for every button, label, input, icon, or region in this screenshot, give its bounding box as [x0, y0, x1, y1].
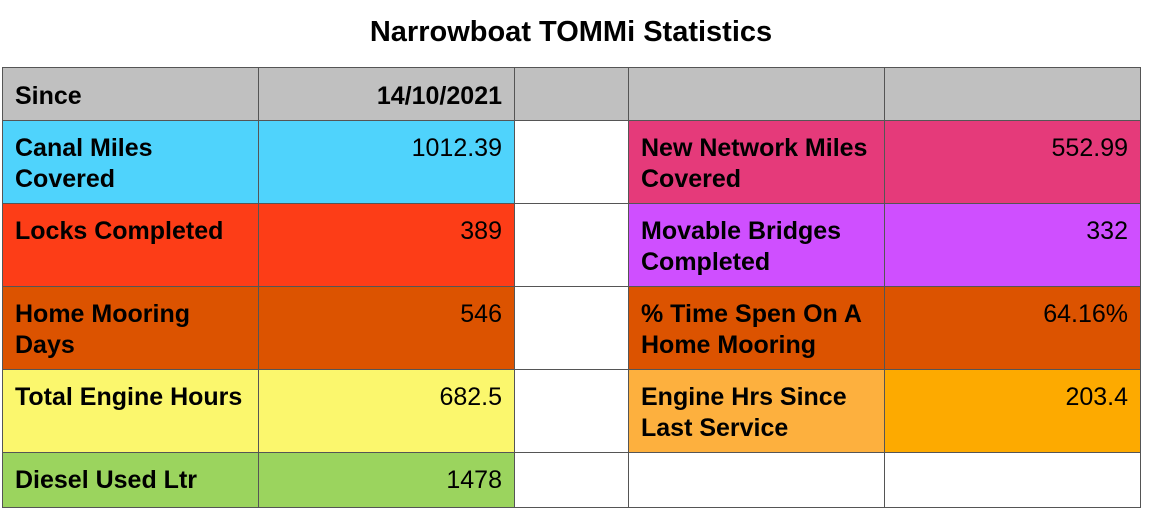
stat-value-home-mooring-days: 546 — [258, 286, 515, 370]
statistics-table: Since 14/10/2021 Canal Miles Covered 101… — [2, 67, 1141, 508]
table-row: Canal Miles Covered 1012.39 New Network … — [2, 120, 1141, 204]
stat-label-engine-hrs-since-service: Engine Hrs Since Last Service — [628, 369, 885, 453]
empty-cell — [628, 452, 885, 508]
header-empty-cell — [628, 67, 885, 121]
spacer-cell — [514, 120, 629, 204]
stat-label-diesel-used: Diesel Used Ltr — [2, 452, 259, 508]
spacer-cell — [514, 203, 629, 287]
table-row: Diesel Used Ltr 1478 — [2, 452, 1141, 508]
stat-label-movable-bridges: Movable Bridges Completed — [628, 203, 885, 287]
stat-label-canal-miles: Canal Miles Covered — [2, 120, 259, 204]
stat-label-total-engine-hours: Total Engine Hours — [2, 369, 259, 453]
header-empty-cell — [884, 67, 1141, 121]
stat-value-total-engine-hours: 682.5 — [258, 369, 515, 453]
header-row: Since 14/10/2021 — [2, 67, 1141, 121]
stat-value-engine-hrs-since-service: 203.4 — [884, 369, 1141, 453]
stat-value-locks: 389 — [258, 203, 515, 287]
since-date-cell: 14/10/2021 — [258, 67, 515, 121]
stat-label-home-mooring-days: Home Mooring Days — [2, 286, 259, 370]
since-label-cell: Since — [2, 67, 259, 121]
table-row: Locks Completed 389 Movable Bridges Comp… — [2, 203, 1141, 287]
empty-cell — [884, 452, 1141, 508]
stat-value-time-home-mooring: 64.16% — [884, 286, 1141, 370]
stat-value-diesel-used: 1478 — [258, 452, 515, 508]
spacer-cell — [514, 286, 629, 370]
header-spacer-cell — [514, 67, 629, 121]
table-row: Total Engine Hours 682.5 Engine Hrs Sinc… — [2, 369, 1141, 453]
stat-label-locks: Locks Completed — [2, 203, 259, 287]
stat-value-new-network-miles: 552.99 — [884, 120, 1141, 204]
stat-value-canal-miles: 1012.39 — [258, 120, 515, 204]
stat-label-new-network-miles: New Network Miles Covered — [628, 120, 885, 204]
table-row: Home Mooring Days 546 % Time Spen On A H… — [2, 286, 1141, 370]
stat-label-time-home-mooring: % Time Spen On A Home Mooring — [628, 286, 885, 370]
stat-value-movable-bridges: 332 — [884, 203, 1141, 287]
spacer-cell — [514, 452, 629, 508]
page-title: Narrowboat TOMMi Statistics — [369, 16, 773, 48]
spacer-cell — [514, 369, 629, 453]
